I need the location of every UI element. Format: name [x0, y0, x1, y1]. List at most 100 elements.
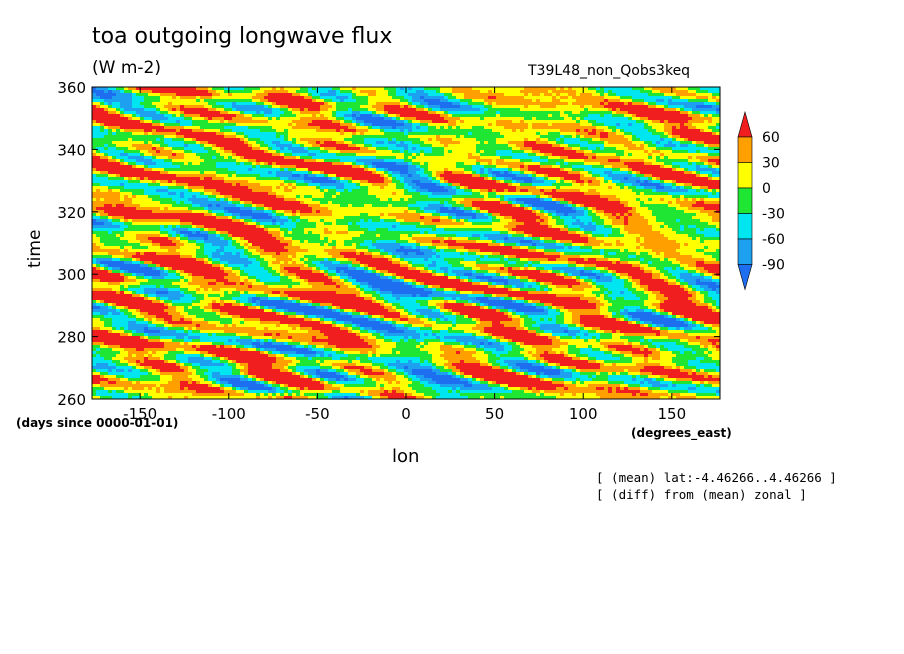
heatmap-cell	[516, 126, 521, 130]
heatmap-cell	[292, 120, 297, 124]
heatmap-cell	[716, 150, 721, 154]
heatmap-cell	[644, 123, 649, 127]
heatmap-cell	[184, 144, 189, 148]
heatmap-cell	[696, 171, 701, 175]
heatmap-cell	[276, 87, 281, 91]
heatmap-cell	[636, 120, 641, 124]
heatmap-cell	[376, 87, 381, 91]
heatmap-cell	[188, 177, 193, 181]
heatmap-cell	[688, 87, 693, 91]
heatmap-cell	[676, 156, 681, 160]
heatmap-cell	[576, 159, 581, 163]
heatmap-cell	[632, 144, 637, 148]
heatmap-cell	[492, 135, 497, 139]
heatmap-cell	[224, 114, 229, 118]
heatmap-cell	[172, 126, 177, 130]
heatmap-cell	[392, 114, 397, 118]
heatmap-cell	[432, 129, 437, 133]
heatmap-cell	[164, 123, 169, 127]
heatmap-cell	[588, 132, 593, 136]
heatmap-cell	[168, 99, 173, 103]
heatmap-cell	[372, 108, 377, 112]
heatmap-cell	[660, 90, 665, 94]
heatmap-cell	[568, 147, 573, 151]
heatmap-cell	[508, 180, 513, 184]
heatmap-cell	[132, 162, 137, 166]
heatmap-cell	[144, 165, 149, 169]
heatmap-cell	[248, 87, 253, 91]
heatmap-cell	[660, 135, 665, 139]
heatmap-cell	[716, 123, 721, 127]
heatmap-cell	[184, 90, 189, 94]
heatmap-cell	[312, 102, 317, 106]
heatmap-cell	[648, 165, 653, 169]
heatmap-cell	[300, 165, 305, 169]
heatmap-cell	[608, 111, 613, 115]
heatmap-cell	[416, 159, 421, 163]
heatmap-cell	[360, 138, 365, 142]
heatmap-cell	[348, 171, 353, 175]
heatmap-cell	[192, 102, 197, 106]
heatmap-cell	[292, 117, 297, 121]
heatmap-cell	[556, 108, 561, 112]
heatmap-cell	[400, 129, 405, 133]
heatmap-cell	[596, 162, 601, 166]
heatmap-cell	[444, 129, 449, 133]
heatmap-cell	[156, 132, 161, 136]
heatmap-cell	[484, 177, 489, 181]
heatmap-cell	[500, 102, 505, 106]
heatmap-cell	[540, 135, 545, 139]
heatmap-cell	[488, 162, 493, 166]
heatmap-cell	[112, 156, 117, 160]
heatmap-cell	[400, 141, 405, 145]
heatmap-cell	[320, 144, 325, 148]
heatmap-cell	[392, 141, 397, 145]
heatmap-cell	[360, 132, 365, 136]
heatmap-cell	[296, 111, 301, 115]
heatmap-cell	[548, 114, 553, 118]
heatmap-cell	[268, 90, 273, 94]
heatmap-cell	[268, 165, 273, 169]
heatmap-cell	[124, 114, 129, 118]
heatmap-cell	[348, 174, 353, 178]
heatmap-cell	[376, 132, 381, 136]
heatmap-cell	[244, 159, 249, 163]
heatmap-cell	[416, 138, 421, 142]
heatmap-cell	[416, 90, 421, 94]
heatmap-cell	[236, 105, 241, 109]
heatmap-cell	[536, 147, 541, 151]
heatmap-cell	[240, 117, 245, 121]
heatmap-cell	[672, 138, 677, 142]
heatmap-cell	[244, 93, 249, 97]
heatmap-cell	[624, 168, 629, 172]
heatmap-cell	[132, 153, 137, 157]
heatmap-cell	[200, 162, 205, 166]
heatmap-cell	[200, 168, 205, 172]
heatmap-cell	[308, 156, 313, 160]
heatmap-cell	[228, 153, 233, 157]
heatmap-cell	[368, 135, 373, 139]
heatmap-cell	[560, 99, 565, 103]
heatmap-cell	[556, 105, 561, 109]
heatmap-cell	[360, 177, 365, 181]
heatmap-cell	[224, 96, 229, 100]
heatmap-cell	[184, 141, 189, 145]
heatmap-cell	[304, 123, 309, 127]
heatmap-cell	[464, 114, 469, 118]
heatmap-cell	[164, 180, 169, 184]
heatmap-cell	[664, 93, 669, 97]
heatmap-cell	[380, 123, 385, 127]
heatmap-cell	[332, 111, 337, 115]
heatmap-cell	[248, 144, 253, 148]
heatmap-cell	[652, 135, 657, 139]
heatmap-cell	[332, 126, 337, 130]
heatmap-cell	[120, 132, 125, 136]
heatmap-cell	[520, 180, 525, 184]
heatmap-cell	[684, 141, 689, 145]
heatmap-cell	[604, 111, 609, 115]
heatmap-cell	[700, 132, 705, 136]
heatmap-cell	[416, 171, 421, 175]
heatmap-cell	[680, 165, 685, 169]
heatmap-cell	[172, 153, 177, 157]
heatmap-cell	[408, 147, 413, 151]
